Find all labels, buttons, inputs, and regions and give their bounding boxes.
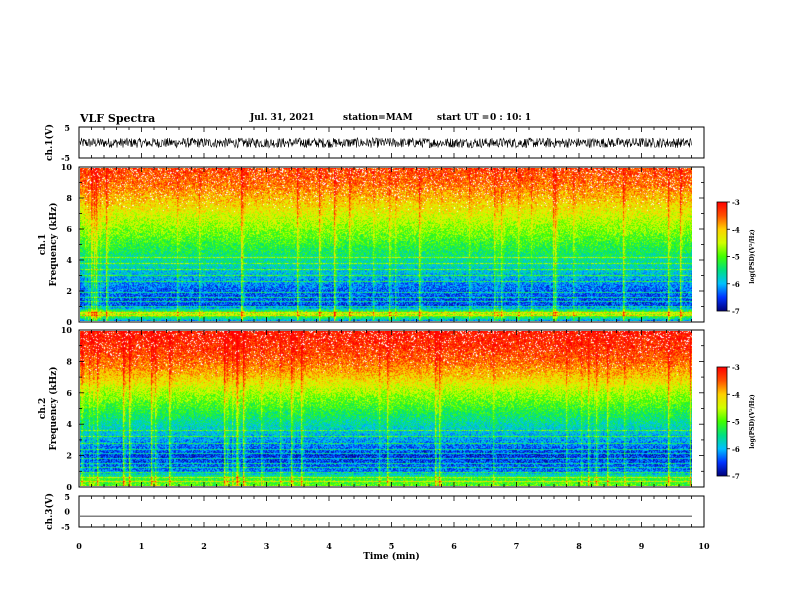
ch2-spectrogram-colorbar-label: log(PSD)(V²/Hz)	[749, 394, 756, 449]
x-tick-label: 3	[264, 541, 270, 551]
ch1-spectrogram-ytick-label: 2	[66, 286, 72, 296]
ch1-waveform-ylabel: ch.1(V)	[44, 124, 55, 161]
ch2-spectrogram-ytick-label: 4	[66, 419, 72, 429]
ch1-spectrogram-image	[80, 168, 692, 321]
ch1-spectrogram-ytick-label: 4	[66, 255, 72, 265]
ch2-spectrogram-ytick-label: 10	[61, 325, 73, 335]
figure-title: VLF Spectra	[80, 112, 156, 125]
ch1-spectrogram-ytick-label: 0	[66, 317, 72, 327]
ch1-spectrogram-colorbar-tick: -4	[732, 225, 740, 234]
ch1-waveform-ticks	[78, 127, 705, 158]
x-tick-label: 5	[389, 541, 395, 551]
ch3-ytick-label: -5	[61, 522, 70, 532]
ch3-waveform-ticks	[78, 496, 705, 527]
ch2-spectrogram-canvas	[80, 331, 692, 486]
ch1-spectrogram-colorbar	[716, 201, 728, 312]
x-tick-label: 4	[326, 541, 332, 551]
ch2-spectrogram-colorbar-tick: -5	[732, 418, 740, 427]
x-tick-label: 7	[514, 541, 520, 551]
ch2-spectrogram-colorbar	[716, 366, 728, 477]
ch1-spectrogram-colorbar-tick: -3	[732, 198, 740, 207]
ch2-spectrogram-ytick-label: 6	[66, 388, 72, 398]
x-axis-label: Time (min)	[363, 551, 420, 562]
ch2-spectrogram-ytick-label: 2	[66, 451, 72, 461]
ch2-spectrogram-ytick-label: 0	[66, 482, 72, 492]
ch1-spectrogram-canvas	[80, 168, 692, 321]
ch2-spectrogram-colorbar-tick: -7	[732, 472, 740, 481]
ch2-spectrogram-colorbar-tick: -6	[732, 445, 740, 454]
station-label: station=MAM	[343, 113, 413, 123]
x-tick-label: 9	[639, 541, 645, 551]
ch1-spectrogram-colorbar-tick: -6	[732, 280, 740, 289]
x-tick-label: 10	[698, 541, 710, 551]
start-ut-value: 0 : 10: 1	[490, 113, 532, 123]
ch1-ytick-label: 5	[64, 123, 70, 133]
ch2-spectrogram-colorbar-tick: -4	[732, 390, 740, 399]
ch3-waveform-ylabel: ch.3(V)	[44, 493, 55, 530]
start-ut-label: start UT =	[437, 113, 490, 123]
ch2-spectrogram-yaxis	[79, 329, 704, 488]
ch2-spectrogram-ticks	[78, 330, 705, 487]
ch1-spectrogram-colorbar-label: log(PSD)(V²/Hz)	[749, 229, 756, 284]
ch1-waveform-trace	[79, 136, 692, 149]
ch1-spectrogram-ytick-label: 10	[61, 162, 73, 172]
ch1-spectrogram-ylabel: Frequency (kHz)	[48, 202, 59, 286]
ch1-spectrogram-yaxis	[79, 166, 704, 323]
ch1-spectrogram-ticks	[78, 167, 705, 322]
ch1-ytick-label: -5	[61, 153, 70, 163]
x-tick-label: 0	[76, 541, 82, 551]
ch1-spectrogram-colorbar-tick: -7	[732, 307, 740, 316]
x-tick-label: 6	[451, 541, 457, 551]
ch3-ytick-label: 5	[64, 492, 70, 502]
ch2-spectrogram-ytick-label: 8	[66, 356, 72, 366]
x-tick-label: 8	[576, 541, 582, 551]
ch1-spectrogram-colorbar-tick: -5	[732, 253, 740, 262]
ch1-spectrogram-ytick-label: 6	[66, 224, 72, 234]
ch1-spectrogram-channel-label: ch.1	[38, 234, 48, 255]
ch2-spectrogram-ylabel: Frequency (kHz)	[48, 366, 59, 450]
x-tick-label: 1	[139, 541, 145, 551]
ch1-spectrogram-ytick-label: 8	[66, 193, 72, 203]
ch2-spectrogram-image	[80, 331, 692, 486]
x-tick-label: 2	[201, 541, 207, 551]
ch2-spectrogram-channel-label: ch.2	[38, 398, 48, 419]
ch2-spectrogram-colorbar-tick: -3	[732, 363, 740, 372]
ch3-ytick-label: 0	[64, 507, 70, 517]
date-label: Jul. 31, 2021	[250, 113, 315, 123]
